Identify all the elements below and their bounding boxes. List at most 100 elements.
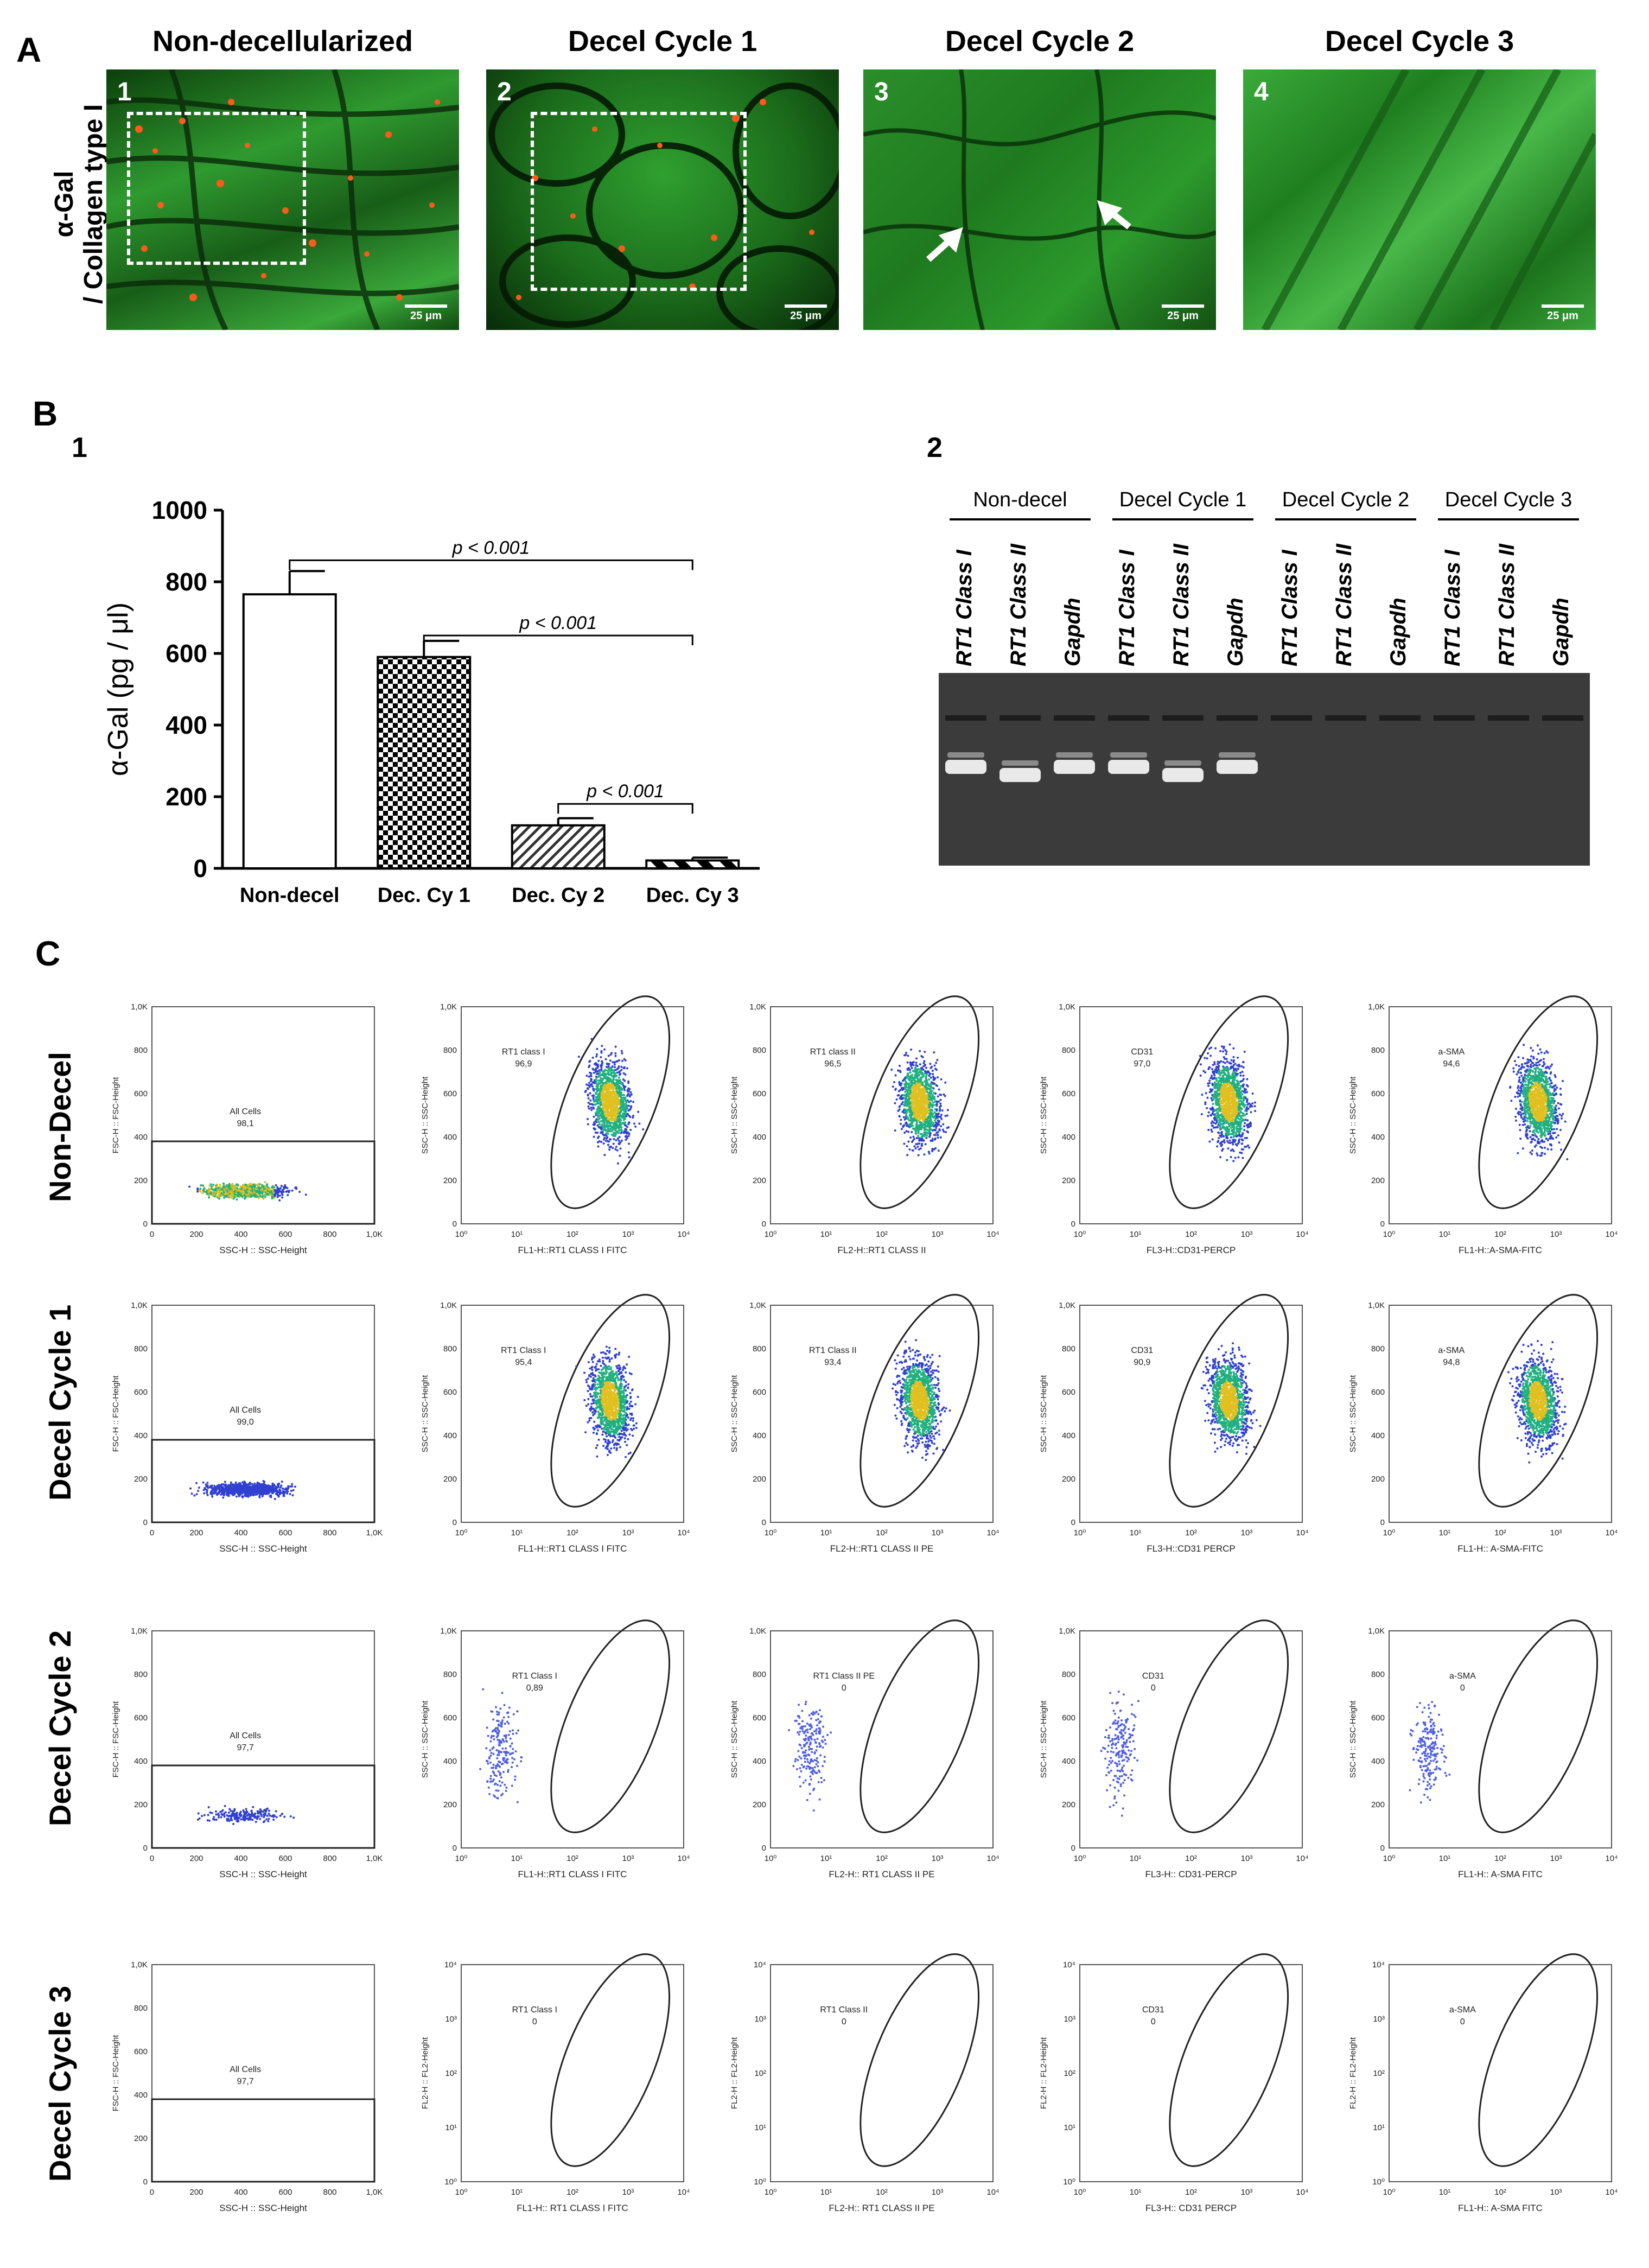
event-dot: [1221, 1095, 1224, 1097]
event-dot: [264, 1181, 266, 1184]
event-dot: [615, 1101, 618, 1104]
event-dot: [632, 1101, 635, 1103]
event-dot: [1218, 1079, 1220, 1082]
event-dot: [893, 1081, 895, 1083]
event-dot: [244, 1187, 247, 1190]
event-dot: [930, 1128, 933, 1131]
event-dot: [609, 1145, 612, 1148]
x-tick-label: 10³: [932, 1230, 944, 1239]
event-dot: [286, 1190, 289, 1192]
event-dot: [611, 1119, 614, 1122]
event-dot: [595, 1092, 597, 1095]
event-dot: [1208, 1140, 1211, 1143]
event-dot: [239, 1185, 242, 1188]
event-dot: [915, 1109, 918, 1111]
event-dot: [626, 1137, 628, 1140]
event-dot: [929, 1118, 932, 1121]
event-dot: [925, 1136, 928, 1139]
panel-a-row-label: α-Gal / Collagen type I: [50, 104, 109, 304]
event-dot: [925, 1066, 928, 1069]
event-dot: [606, 1121, 608, 1124]
event-dot: [1206, 1096, 1209, 1099]
event-dot: [1228, 1139, 1231, 1142]
event-dot: [1232, 1074, 1235, 1077]
event-dot: [624, 1096, 627, 1099]
gel-band: [1162, 768, 1204, 782]
event-dot: [1213, 1073, 1215, 1076]
event-dot: [619, 1072, 622, 1075]
event-dot: [909, 1111, 912, 1114]
event-dot: [1228, 1102, 1231, 1104]
event-dot: [616, 1071, 619, 1074]
event-dot: [909, 1109, 912, 1112]
event-dot: [1246, 1091, 1249, 1094]
gel-lane-label: RT1 Class II: [1332, 543, 1356, 666]
event-dot: [1243, 1125, 1245, 1128]
event-dot: [1228, 1062, 1231, 1064]
event-dot: [600, 1140, 603, 1143]
event-dot: [1244, 1091, 1246, 1094]
event-dot: [627, 1134, 630, 1137]
event-dot: [593, 1094, 595, 1097]
event-dot: [1214, 1047, 1217, 1050]
event-dot: [590, 1109, 593, 1111]
gel-lane-label: RT1 Class II: [1169, 543, 1193, 666]
event-dot: [601, 1095, 604, 1097]
event-dot: [912, 1139, 914, 1142]
event-dot: [604, 1081, 607, 1083]
event-dot: [1234, 1068, 1237, 1071]
event-dot: [899, 1105, 901, 1108]
event-dot: [587, 1084, 590, 1087]
event-dot: [623, 1103, 626, 1106]
event-dot: [911, 1076, 914, 1079]
event-dot: [597, 1126, 600, 1128]
event-dot: [1228, 1096, 1231, 1098]
fiber-texture: [106, 69, 459, 330]
event-dot: [937, 1149, 940, 1152]
x-tick-label: Non-decel: [240, 884, 340, 907]
event-dot: [913, 1069, 916, 1072]
plot-frame: [770, 1006, 994, 1224]
event-dot: [1215, 1109, 1218, 1112]
event-dot: [610, 1093, 613, 1096]
event-dot: [906, 1145, 908, 1147]
event-dot: [607, 1119, 610, 1121]
gel-lane-label: RT1 Class I: [1115, 550, 1139, 666]
event-dot: [599, 1114, 601, 1117]
event-dot: [1242, 1113, 1245, 1115]
event-dot: [1219, 1126, 1221, 1128]
event-dot: [618, 1109, 621, 1112]
panel-b2-label: 2: [927, 432, 943, 463]
x-tick-label: 10⁰: [1383, 1230, 1396, 1239]
event-dot: [910, 1116, 913, 1119]
image-number: 1: [117, 78, 132, 106]
event-dot: [593, 1088, 595, 1090]
event-dot: [1236, 1135, 1238, 1138]
event-dot: [1223, 1069, 1225, 1072]
event-dot: [1219, 1156, 1222, 1159]
event-dot: [592, 1107, 595, 1109]
event-dot: [937, 1076, 939, 1079]
event-dot: [257, 1183, 260, 1185]
event-dot: [934, 1092, 937, 1095]
event-dot: [220, 1193, 223, 1196]
y-tick-label: 1,0K: [440, 1002, 457, 1012]
event-dot: [188, 1185, 191, 1188]
event-dot: [259, 1187, 262, 1190]
event-dot: [613, 1078, 615, 1081]
event-dot: [233, 1196, 236, 1198]
event-dot: [1233, 1068, 1236, 1070]
event-dot: [912, 1102, 914, 1104]
event-dot: [916, 1070, 919, 1072]
y-tick-label: 800: [1371, 1046, 1385, 1055]
event-dot: [1240, 1084, 1243, 1087]
event-dot: [1226, 1069, 1229, 1072]
event-dot: [914, 1075, 916, 1077]
event-dot: [607, 1143, 609, 1146]
event-dot: [602, 1107, 604, 1109]
event-dot: [608, 1148, 611, 1151]
event-dot: [1208, 1082, 1211, 1084]
gel-lane-label: RT1 Class II: [1495, 543, 1519, 666]
event-dot: [214, 1189, 217, 1192]
event-dot: [1225, 1120, 1228, 1122]
